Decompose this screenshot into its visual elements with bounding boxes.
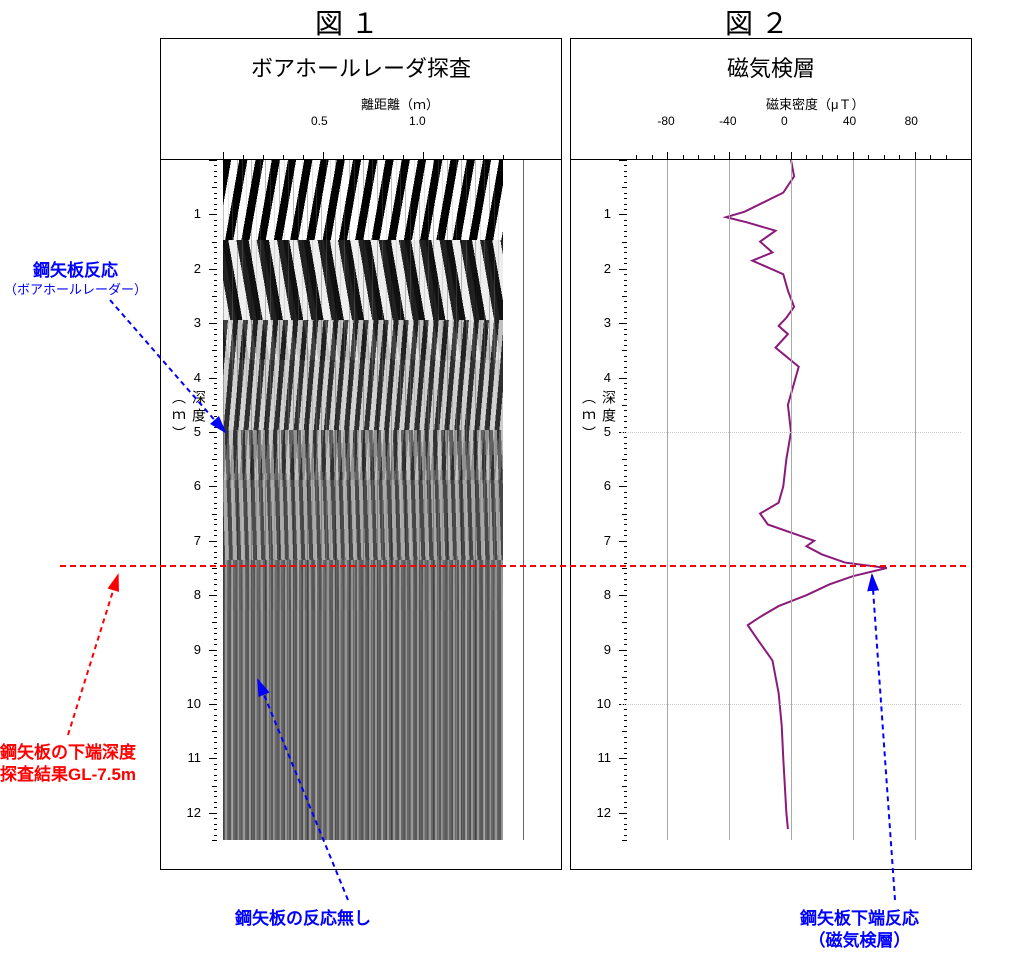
figure2-panel-title: 磁気検層 xyxy=(583,51,959,83)
figure1-title: 図 １ xyxy=(315,2,379,42)
figure2-x-label: 磁束密度（μＴ） xyxy=(766,94,865,113)
depth-tick-label: 1 xyxy=(176,206,201,221)
figure1-x-tick: 1.0 xyxy=(409,114,426,128)
annotation-bottom-depth-line1: 鋼矢板の下端深度 xyxy=(0,742,136,764)
annotation-radar-response-line2: （ボアホールレーダー） xyxy=(4,282,147,299)
depth-tick-label: 12 xyxy=(176,805,201,820)
magnetic-curve xyxy=(726,160,887,829)
depth-tick-label: 3 xyxy=(176,315,201,330)
annotation-mag-bottom-line2: （磁気検層） xyxy=(800,930,919,952)
figure2-x-tick: 80 xyxy=(905,114,918,128)
figure1-panel-title: ボアホールレーダ探査 xyxy=(173,51,549,83)
depth-tick-label: 11 xyxy=(176,750,201,765)
figure2-x-tick: 0 xyxy=(781,114,788,128)
annotation-no-response-text: 鋼矢板の反応無し xyxy=(235,909,371,928)
depth-tick-label: 9 xyxy=(586,642,611,657)
figure1-x-tick: 0.5 xyxy=(311,114,328,128)
radargram-image xyxy=(223,160,503,840)
depth-tick-label: 9 xyxy=(176,642,201,657)
figure2-x-tick: -40 xyxy=(719,114,736,128)
depth-tick-label: 1 xyxy=(586,206,611,221)
figure1-x-ticks: 0.5 1.0 xyxy=(161,114,561,134)
depth-tick-label: 6 xyxy=(176,478,201,493)
depth-tick-label: 11 xyxy=(586,750,611,765)
annotation-radar-response: 鋼矢板反応 （ボアホールレーダー） xyxy=(4,260,147,299)
figure2-x-ruler xyxy=(571,151,971,159)
depth-tick-label: 7 xyxy=(586,533,611,548)
figure1-header: ボアホールレーダ探査 離距離（ｍ） 0.5 1.0 xyxy=(161,39,561,160)
figure1-x-ruler xyxy=(161,151,561,159)
depth-tick-label: 4 xyxy=(176,370,201,385)
annotation-no-response: 鋼矢板の反応無し xyxy=(235,908,371,930)
depth-tick-label: 10 xyxy=(586,696,611,711)
depth-tick-label: 12 xyxy=(586,805,611,820)
depth-tick-label: 5 xyxy=(176,424,201,439)
depth-tick-label: 7 xyxy=(176,533,201,548)
annotation-bottom-depth: 鋼矢板の下端深度 探査結果GL-7.5m xyxy=(0,742,136,786)
annotation-mag-bottom: 鋼矢板下端反応 （磁気検層） xyxy=(800,908,919,952)
figure1-y-ruler xyxy=(209,160,219,840)
annotation-bottom-depth-line2: 探査結果GL-7.5m xyxy=(0,764,136,786)
figure2-title: 図 ２ xyxy=(725,2,789,42)
figure2-x-tick: -80 xyxy=(657,114,674,128)
depth-tick-label: 2 xyxy=(176,261,201,276)
figure2-x-tick: 40 xyxy=(843,114,856,128)
depth-tick-label: 10 xyxy=(176,696,201,711)
container: 図 １ 図 ２ ボアホールレーダ探査 離距離（ｍ） 0.51.0 深度（ｍ） 1… xyxy=(0,0,1024,980)
figure1-x-label: 離距離（ｍ） xyxy=(361,94,439,113)
depth-tick-label: 3 xyxy=(586,315,611,330)
annotation-arrow xyxy=(68,575,118,735)
figure1-panel: ボアホールレーダ探査 離距離（ｍ） 0.51.0 深度（ｍ） 123456789… xyxy=(160,38,562,870)
magnetic-plot-area xyxy=(621,160,961,840)
depth-tick-label: 4 xyxy=(586,370,611,385)
depth-tick-label: 8 xyxy=(176,587,201,602)
figure2-panel: 磁気検層 磁束密度（μＴ） -80-4004080 深度（ｍ） 12345678… xyxy=(570,38,972,870)
annotation-mag-bottom-line1: 鋼矢板下端反応 xyxy=(800,908,919,930)
figure2-header: 磁気検層 磁束密度（μＴ） -80 -40 0 40 80 xyxy=(571,39,971,160)
depth-tick-label: 8 xyxy=(586,587,611,602)
depth-tick-label: 6 xyxy=(586,478,611,493)
depth-tick-label: 2 xyxy=(586,261,611,276)
figure2-x-ticks: -80 -40 0 40 80 xyxy=(571,114,971,134)
depth-tick-label: 5 xyxy=(586,424,611,439)
annotation-radar-response-line1: 鋼矢板反応 xyxy=(4,260,147,282)
